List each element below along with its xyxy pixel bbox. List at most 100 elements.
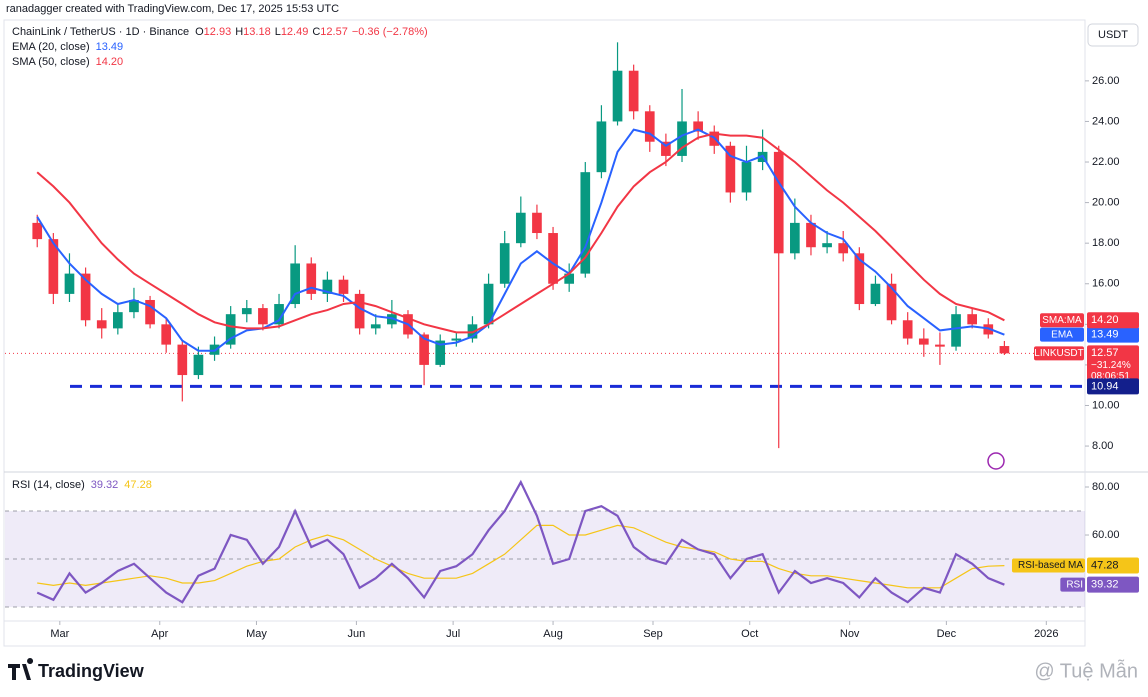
candle-body bbox=[773, 151, 784, 254]
candle-body bbox=[499, 243, 510, 284]
candle-body bbox=[129, 299, 139, 313]
candle-body bbox=[48, 239, 59, 294]
header: ranadagger created with TradingView.com,… bbox=[6, 3, 339, 15]
symbol: ChainLink / TetherUS · 1D · Binance bbox=[12, 26, 189, 38]
y-tick-label: 26.00 bbox=[1092, 75, 1120, 87]
ohlc-key: C bbox=[312, 26, 320, 38]
x-tick-label: Jun bbox=[348, 628, 366, 640]
series-tag-box bbox=[1060, 577, 1085, 592]
series-tag: RSI-based MA bbox=[1018, 560, 1083, 571]
ohlc-key: O bbox=[195, 26, 204, 38]
legend-value: 39.32 bbox=[91, 479, 119, 491]
candle-body bbox=[370, 324, 381, 329]
candle-body bbox=[854, 253, 865, 305]
candle-body bbox=[628, 70, 639, 112]
legend-rsi: RSI (14, close) 39.32 47.28 bbox=[12, 479, 152, 491]
axis-value: 14.20 bbox=[1091, 314, 1119, 326]
legend-main: ChainLink / TetherUS · 1D · Binance O12.9… bbox=[12, 26, 428, 38]
price-tag-box bbox=[1034, 346, 1084, 361]
price-value: 12.57 bbox=[1091, 347, 1119, 359]
logo-icon bbox=[8, 658, 34, 680]
series-tag-box bbox=[1040, 327, 1084, 342]
price-countdown: 08:06:51 bbox=[1091, 371, 1130, 382]
series-tag: RSI bbox=[1066, 579, 1083, 590]
x-tick-label: Nov bbox=[840, 628, 860, 640]
x-tick-label: Aug bbox=[543, 628, 563, 640]
x-tick-label: Mar bbox=[50, 628, 69, 640]
candle-body bbox=[725, 145, 736, 193]
legend-sma: SMA (50, close) 14.20 bbox=[12, 56, 123, 68]
candle-body bbox=[935, 344, 945, 347]
axis-value-box bbox=[1087, 557, 1139, 574]
ohlc-key: L bbox=[275, 26, 281, 38]
legend-value: 47.28 bbox=[124, 479, 152, 491]
candle-body bbox=[274, 304, 284, 325]
candle-body bbox=[596, 121, 607, 173]
candle-body bbox=[419, 334, 429, 365]
candle-body bbox=[290, 263, 300, 305]
y-tick-label: 22.00 bbox=[1092, 156, 1120, 168]
candle-body bbox=[886, 283, 897, 321]
candle-body bbox=[661, 141, 671, 156]
price-box bbox=[1087, 345, 1139, 384]
candle-body bbox=[515, 212, 526, 244]
y-tick-label: 20.00 bbox=[1092, 197, 1120, 209]
legend-name: SMA (50, close) bbox=[12, 56, 90, 68]
candle-body bbox=[790, 222, 800, 254]
legend-name: EMA (20, close) bbox=[12, 41, 90, 53]
candle-body bbox=[822, 243, 832, 248]
candle-body bbox=[999, 346, 1010, 354]
candle-body bbox=[483, 283, 494, 325]
y-tick-label: 10.00 bbox=[1092, 399, 1120, 411]
candle-body bbox=[322, 279, 333, 294]
ohlc-value: 12.57 bbox=[320, 26, 348, 38]
candle-body bbox=[532, 212, 542, 234]
candle-body bbox=[80, 273, 91, 321]
price-change: −31.24% bbox=[1091, 360, 1131, 371]
legend-value: 13.49 bbox=[96, 41, 124, 53]
candle-body bbox=[870, 283, 881, 305]
candle-body bbox=[918, 338, 929, 345]
logo-text: TradingView bbox=[38, 661, 145, 681]
candle-body bbox=[741, 162, 752, 193]
x-tick-label: 2026 bbox=[1034, 628, 1058, 640]
candle-body bbox=[225, 314, 236, 345]
ohlc-value: 12.49 bbox=[281, 26, 309, 38]
candle-body bbox=[32, 222, 43, 240]
series-tag: SMA:MA bbox=[1042, 315, 1082, 326]
candle-body bbox=[902, 320, 913, 339]
ma-line bbox=[36, 132, 1005, 334]
axis-unit: USDT bbox=[1098, 29, 1128, 41]
axis-value-box bbox=[1087, 312, 1139, 329]
y-tick-label: 16.00 bbox=[1092, 278, 1120, 290]
axis-value: 47.28 bbox=[1091, 559, 1119, 571]
candle-body bbox=[435, 340, 446, 365]
candle-body bbox=[612, 70, 623, 122]
series-tag-box bbox=[1040, 313, 1084, 328]
x-tick-label: Apr bbox=[151, 628, 168, 640]
ma-line bbox=[36, 128, 1005, 352]
candle-body bbox=[306, 263, 317, 294]
candle-body bbox=[64, 273, 75, 294]
candle-body bbox=[838, 243, 849, 254]
support-box bbox=[1087, 378, 1139, 395]
x-tick-label: Jul bbox=[446, 628, 460, 640]
event-icon[interactable] bbox=[987, 452, 1005, 470]
candle-body bbox=[193, 354, 204, 376]
ohlc-value: 12.93 bbox=[204, 26, 232, 38]
y-tick-label: 18.00 bbox=[1092, 237, 1120, 249]
candle-body bbox=[161, 324, 172, 345]
x-tick-label: Sep bbox=[643, 628, 663, 640]
ohlc-value: 13.18 bbox=[243, 26, 271, 38]
price-tag: LINKUSDT bbox=[1034, 348, 1083, 359]
candle-body bbox=[354, 293, 365, 329]
axis-value-box bbox=[1087, 326, 1139, 343]
logo: TradingView bbox=[8, 658, 145, 681]
axis-value-box bbox=[1087, 576, 1139, 593]
candle-body bbox=[258, 308, 268, 325]
candle-body bbox=[338, 279, 349, 294]
legend-ema: EMA (20, close) 13.49 bbox=[12, 41, 123, 53]
candle-body bbox=[677, 121, 687, 156]
candle-body bbox=[241, 308, 252, 315]
